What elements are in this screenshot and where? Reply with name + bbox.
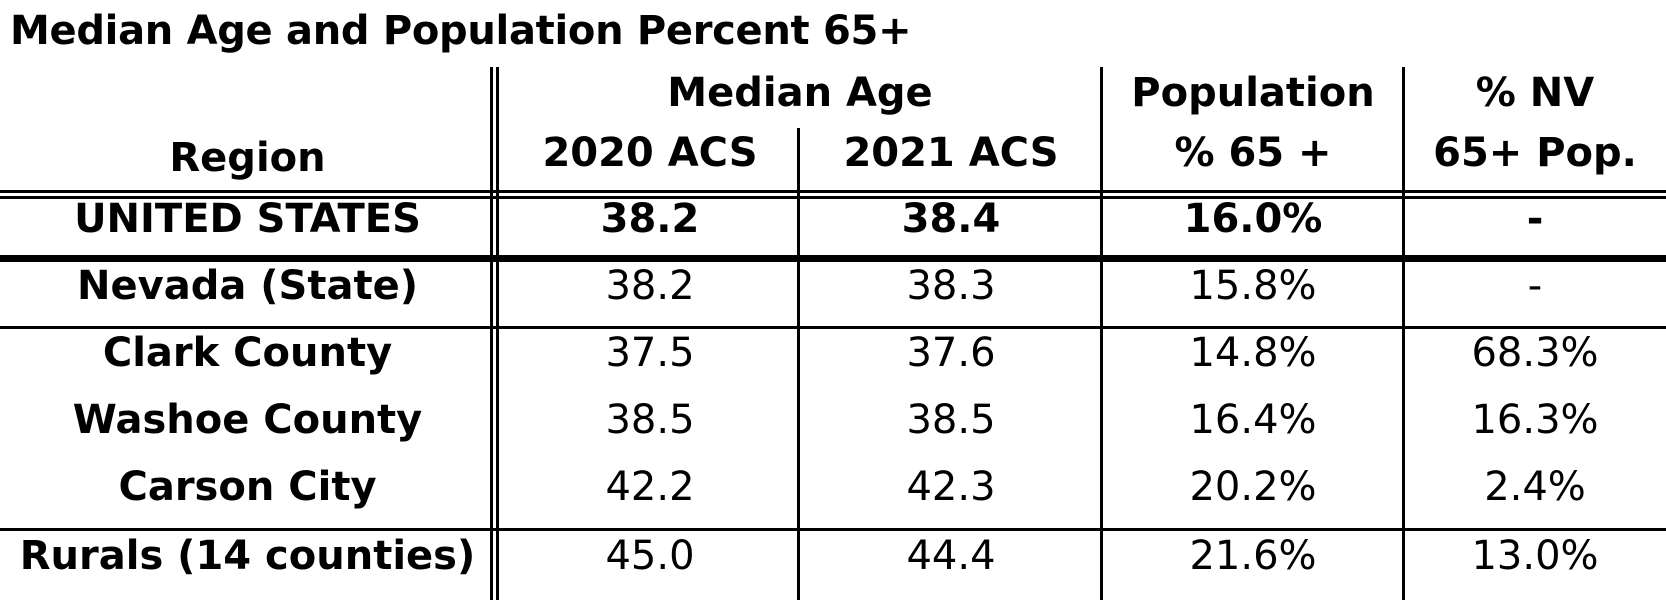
region-cell: Rurals (14 counties)	[19, 533, 476, 579]
region-cell: Washoe County	[72, 397, 423, 443]
nv65-cell: -	[1527, 263, 1543, 309]
nv65-cell: -	[1526, 196, 1544, 242]
column-divider	[1100, 67, 1103, 600]
column-divider	[490, 67, 493, 600]
pct65-cell: 14.8%	[1189, 330, 1317, 376]
pct65-cell: 15.8%	[1189, 263, 1317, 309]
header-nv-pop: 65+ Pop.	[1433, 130, 1637, 176]
pct65-cell: 21.6%	[1189, 533, 1317, 579]
column-divider	[1402, 67, 1405, 600]
header-population: Population	[1131, 70, 1375, 116]
header-2021-acs: 2021 ACS	[843, 130, 1059, 176]
row-divider	[0, 196, 1666, 199]
acs2021-cell: 44.4	[906, 533, 996, 579]
acs2020-cell: 38.2	[600, 196, 700, 242]
header-nv: % NV	[1475, 70, 1595, 116]
acs2021-cell: 38.4	[901, 196, 1001, 242]
region-cell: Clark County	[102, 330, 393, 376]
region-cell: UNITED STATES	[74, 196, 421, 242]
column-divider	[797, 128, 800, 600]
acs2021-cell: 38.3	[906, 263, 996, 309]
acs2020-cell: 45.0	[605, 533, 695, 579]
row-divider	[0, 190, 1666, 193]
header-population-pct: % 65 +	[1174, 130, 1332, 176]
acs2020-cell: 42.2	[605, 464, 695, 510]
row-divider	[0, 326, 1666, 329]
acs2021-cell: 42.3	[906, 464, 996, 510]
table-title: Median Age and Population Percent 65+	[10, 8, 912, 54]
row-divider	[0, 528, 1666, 531]
column-divider	[496, 67, 499, 600]
region-cell: Carson City	[118, 464, 377, 510]
header-2020-acs: 2020 ACS	[542, 130, 758, 176]
nv65-cell: 68.3%	[1471, 330, 1599, 376]
acs2021-cell: 37.6	[906, 330, 996, 376]
nv65-cell: 13.0%	[1471, 533, 1599, 579]
header-region: Region	[169, 135, 326, 181]
pct65-cell: 16.0%	[1183, 196, 1323, 242]
nv65-cell: 16.3%	[1471, 397, 1599, 443]
header-median-age: Median Age	[667, 70, 933, 116]
row-divider	[0, 255, 1666, 262]
pct65-cell: 20.2%	[1189, 464, 1317, 510]
pct65-cell: 16.4%	[1189, 397, 1317, 443]
region-cell: Nevada (State)	[77, 263, 418, 309]
nv65-cell: 2.4%	[1484, 464, 1586, 510]
acs2020-cell: 37.5	[605, 330, 695, 376]
acs2020-cell: 38.5	[605, 397, 695, 443]
acs2020-cell: 38.2	[605, 263, 695, 309]
acs2021-cell: 38.5	[906, 397, 996, 443]
